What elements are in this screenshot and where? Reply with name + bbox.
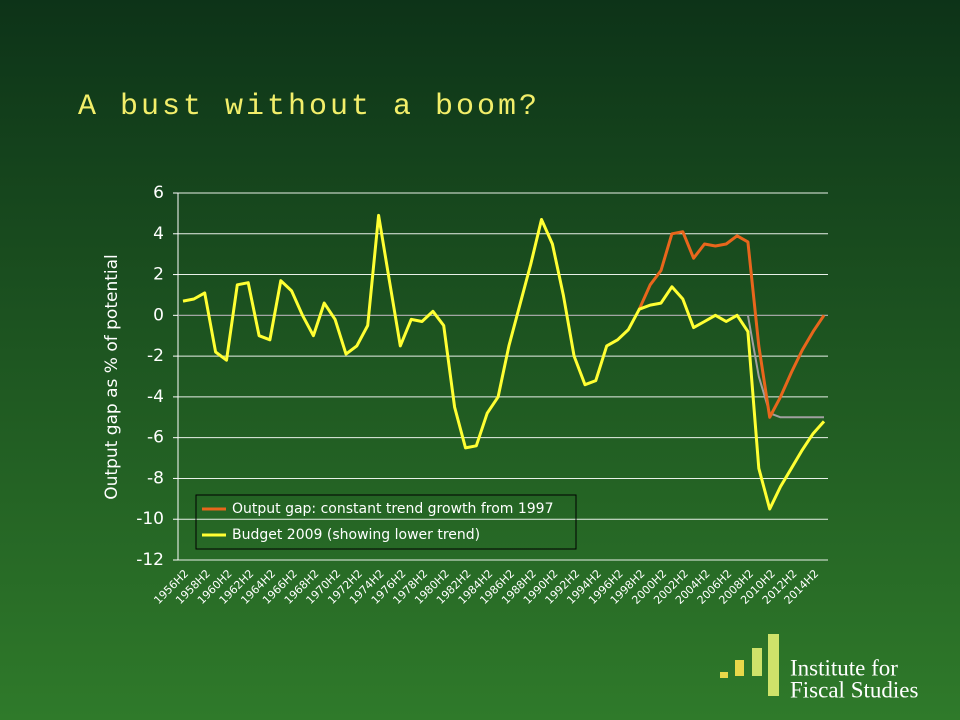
y-tick-label: -4 (147, 387, 164, 407)
y-axis-title: Output gap as % of potential (102, 254, 122, 500)
y-tick-label: -2 (147, 346, 164, 366)
y-tick-label: 2 (153, 265, 164, 285)
legend-label: Budget 2009 (showing lower trend) (232, 527, 480, 543)
y-tick-label: -6 (147, 428, 164, 448)
y-tick-label: 6 (153, 183, 164, 203)
slide-title: A bust without a boom? (78, 90, 540, 124)
logo: Institute for Fiscal Studies (720, 634, 918, 702)
logo-text: Institute for (790, 655, 898, 680)
legend-label: Output gap: constant trend growth from 1… (232, 501, 554, 517)
series-line (637, 230, 826, 419)
logo-bar (752, 648, 762, 676)
logo-bar (720, 672, 728, 678)
legend-box (195, 494, 577, 550)
y-tick-label: -8 (147, 468, 164, 488)
logo-text: Fiscal Studies (790, 677, 918, 702)
logo-bar (768, 634, 779, 696)
y-tick-label: 0 (153, 305, 164, 325)
series-line (182, 213, 826, 511)
series-line (746, 315, 824, 419)
logo-bar (735, 660, 744, 676)
y-tick-label: -12 (136, 550, 164, 570)
y-tick-label: 4 (153, 224, 164, 244)
y-tick-label: -10 (136, 509, 164, 529)
